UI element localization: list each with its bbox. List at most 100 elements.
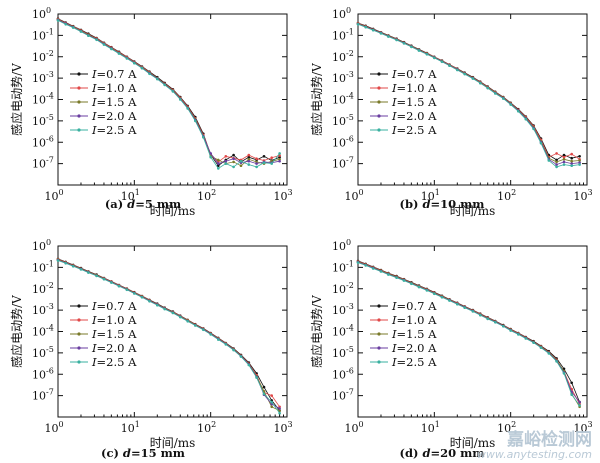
y-tick-label: 10-5	[332, 345, 354, 360]
data-point	[379, 32, 383, 35]
legend-marker	[77, 346, 81, 350]
y-tick-exponent: -3	[346, 302, 354, 311]
legend-marker	[377, 128, 381, 132]
data-point	[356, 23, 360, 26]
data-point	[578, 404, 581, 407]
y-tick-exponent: -3	[346, 70, 354, 79]
data-point	[494, 321, 497, 324]
data-point	[410, 45, 413, 49]
data-point	[224, 159, 228, 163]
y-tick-exponent: -5	[346, 345, 354, 354]
legend-marker	[377, 332, 381, 336]
data-point	[209, 333, 212, 336]
legend-variable: I	[91, 123, 97, 137]
data-point	[217, 167, 220, 170]
data-point	[555, 158, 558, 162]
y-tick-exponent: -4	[46, 92, 54, 101]
data-point	[278, 407, 281, 410]
data-point	[64, 262, 67, 265]
legend-variable: I	[91, 327, 97, 341]
data-point	[570, 159, 573, 163]
data-point	[539, 346, 543, 350]
data-point	[79, 30, 83, 33]
x-tick-label: 101	[121, 420, 140, 435]
data-point	[509, 103, 512, 106]
data-point	[56, 19, 60, 22]
legend-marker	[77, 86, 81, 90]
x-tick-label: 103	[273, 188, 292, 203]
legend-variable: I	[91, 299, 97, 313]
series-line-1	[57, 18, 280, 167]
data-point	[133, 61, 136, 65]
legend-marker	[77, 72, 81, 76]
data-point	[239, 355, 243, 358]
data-point	[224, 162, 228, 165]
y-axis-label: 感应电动势/V	[9, 295, 24, 368]
x-tick-exponent: 1	[135, 188, 140, 197]
legend-variable: I	[391, 313, 397, 327]
data-point	[278, 409, 281, 412]
data-point	[562, 153, 566, 157]
y-tick-exponent: -5	[46, 113, 54, 122]
y-axis-label: 感应电动势/V	[309, 295, 324, 368]
data-point	[570, 381, 573, 385]
data-point	[562, 160, 566, 164]
data-point	[486, 86, 490, 90]
y-tick-exponent: 0	[46, 6, 51, 15]
legend-marker	[377, 360, 381, 364]
x-tick-exponent: 0	[58, 188, 63, 197]
y-tick-exponent: -6	[46, 366, 54, 375]
legend: I=0.7 AI=1.0 AI=1.5 AI=2.0 AI=2.5 A	[370, 67, 437, 137]
y-tick-exponent: -4	[346, 324, 354, 333]
data-point	[56, 259, 60, 262]
legend-entry: I=1.0 A	[391, 313, 437, 327]
data-point	[517, 333, 520, 336]
data-point	[547, 352, 551, 355]
data-point	[255, 165, 258, 169]
panel-caption: (d) d=20 mm	[400, 446, 485, 460]
x-tick-exponent: 2	[511, 188, 516, 197]
legend-entry: I=0.7 A	[91, 299, 137, 313]
data-point	[148, 300, 151, 303]
legend-label: =1.0 A	[97, 81, 138, 95]
data-point	[402, 279, 406, 282]
y-tick-exponent: -1	[346, 259, 354, 268]
y-tick-label: 100	[32, 6, 51, 21]
legend-entry: I=2.5 A	[391, 123, 437, 137]
legend-variable: I	[391, 355, 397, 369]
data-point	[217, 164, 220, 167]
data-point	[102, 277, 106, 281]
watermark-title: 嘉峪检测网	[507, 430, 592, 450]
legend-entry: I=0.7 A	[391, 67, 437, 81]
y-tick-label: 100	[332, 238, 351, 253]
y-tick-label: 10-2	[332, 281, 354, 296]
data-point	[562, 155, 566, 159]
data-point	[95, 274, 98, 278]
data-point	[255, 376, 258, 379]
data-point	[371, 28, 375, 32]
legend: I=0.7 AI=1.0 AI=1.5 AI=2.0 AI=2.5 A	[70, 299, 137, 369]
legend-label: =2.0 A	[97, 109, 138, 123]
data-point	[570, 162, 573, 165]
data-point	[163, 307, 166, 311]
x-tick-exponent: 3	[587, 188, 592, 197]
data-point	[217, 162, 220, 165]
data-point	[247, 155, 251, 159]
legend-marker	[77, 128, 81, 132]
data-point	[379, 270, 383, 273]
data-point	[171, 311, 175, 315]
data-point	[456, 302, 459, 306]
chart-panel-3: 100 101 102 10310010-110-210-310-410-510-61…	[9, 238, 293, 460]
data-point	[440, 60, 444, 64]
x-tick-exponent: 3	[287, 420, 292, 429]
x-tick-label: 103	[573, 188, 592, 203]
chart-panel-4: 100 101 102 10310010-110-210-310-410-510-61…	[309, 238, 593, 460]
y-tick-label: 10-6	[332, 366, 354, 381]
data-point	[232, 153, 235, 157]
legend-label: =2.0 A	[97, 341, 138, 355]
data-point	[278, 152, 281, 155]
y-tick-label: 10-4	[332, 92, 354, 107]
y-tick-exponent: -1	[46, 27, 54, 36]
legend-variable: I	[391, 109, 397, 123]
data-point	[202, 136, 205, 139]
